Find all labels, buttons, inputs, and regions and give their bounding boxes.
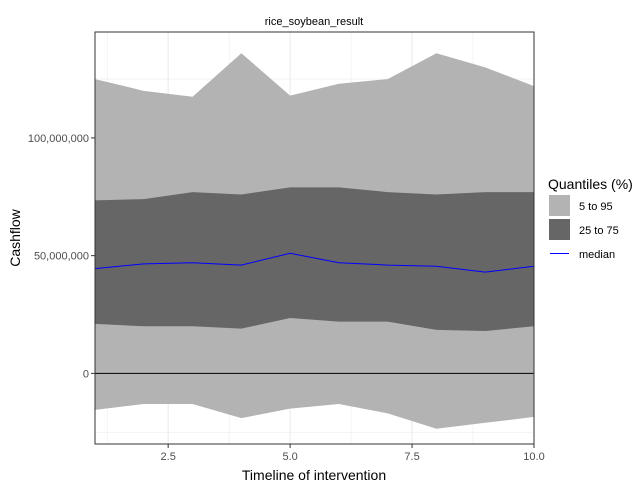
x-axis-label: Timeline of intervention: [242, 467, 386, 483]
x-tick-label: 5.0: [282, 451, 297, 463]
x-axis-ticks: 2.5 5.0 7.5 10.0: [161, 444, 545, 463]
y-axis-label: Cashflow: [7, 208, 23, 266]
y-tick-label: 50,000,000: [34, 251, 89, 263]
median-line: [94, 252, 535, 273]
x-tick-label: 2.5: [161, 451, 176, 463]
legend-swatch-5-to-95: [549, 195, 570, 216]
legend: Quantiles (%) 5 to 95 25 to 75 median: [548, 176, 633, 261]
y-tick-label: 100,000,000: [28, 133, 89, 145]
band-25-to-75: [95, 187, 534, 331]
legend-label-25-to-75: 25 to 75: [579, 225, 619, 237]
legend-label-5-to-95: 5 to 95: [579, 201, 613, 213]
y-tick-label: 0: [83, 368, 89, 380]
chart-title: rice_soybean_result: [265, 16, 363, 28]
quantile-bands: [95, 53, 534, 429]
legend-title: Quantiles (%): [548, 176, 633, 192]
lines: [94, 252, 535, 374]
x-tick-label: 10.0: [523, 451, 544, 463]
plot-panel: [94, 31, 535, 445]
legend-swatch-25-to-75: [549, 219, 570, 240]
y-axis-ticks: 0 50,000,000 100,000,000: [28, 133, 95, 380]
x-tick-label: 7.5: [404, 451, 419, 463]
legend-label-median: median: [579, 249, 615, 261]
plot-border: [94, 31, 535, 445]
